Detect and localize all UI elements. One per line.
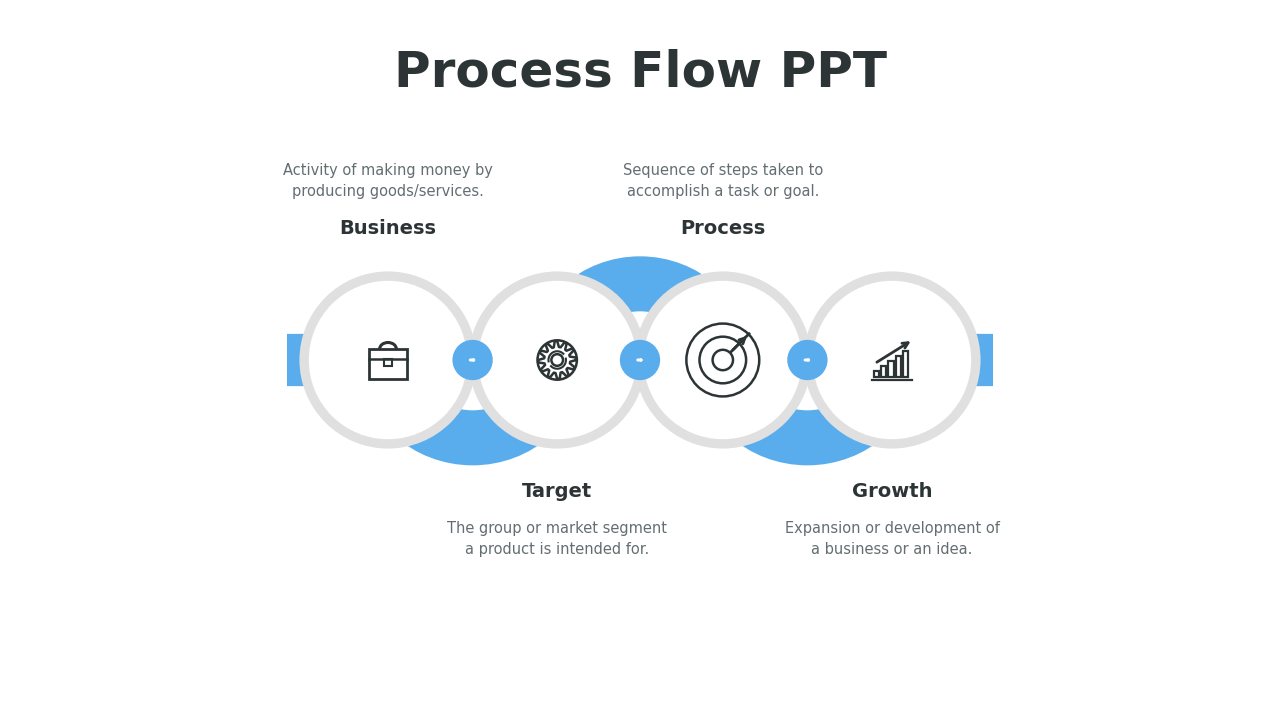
Bar [384,359,392,366]
Circle shape [452,340,493,380]
Text: Growth: Growth [851,482,932,501]
Circle shape [644,281,803,439]
Circle shape [804,271,980,449]
Text: Target: Target [522,482,593,501]
Circle shape [300,271,476,449]
Bar [369,349,407,379]
Text: Process Flow PPT: Process Flow PPT [393,48,887,96]
Bar [902,351,909,377]
Circle shape [813,281,972,439]
Bar [896,356,901,377]
Text: Sequence of steps taken to
accomplish a task or goal.: Sequence of steps taken to accomplish a … [622,163,823,199]
Text: The group or market segment
a product is intended for.: The group or market segment a product is… [447,521,667,557]
Circle shape [620,340,660,380]
Text: Business: Business [339,219,436,238]
Bar [881,366,886,377]
Text: Expansion or development of
a business or an idea.: Expansion or development of a business o… [785,521,1000,557]
Bar [874,371,879,377]
Bar [888,361,893,377]
Circle shape [468,271,646,449]
Text: Process: Process [680,219,765,238]
Text: Activity of making money by
producing goods/services.: Activity of making money by producing go… [283,163,493,199]
Circle shape [477,281,636,439]
Circle shape [787,340,828,380]
Circle shape [308,281,467,439]
Circle shape [635,271,812,449]
